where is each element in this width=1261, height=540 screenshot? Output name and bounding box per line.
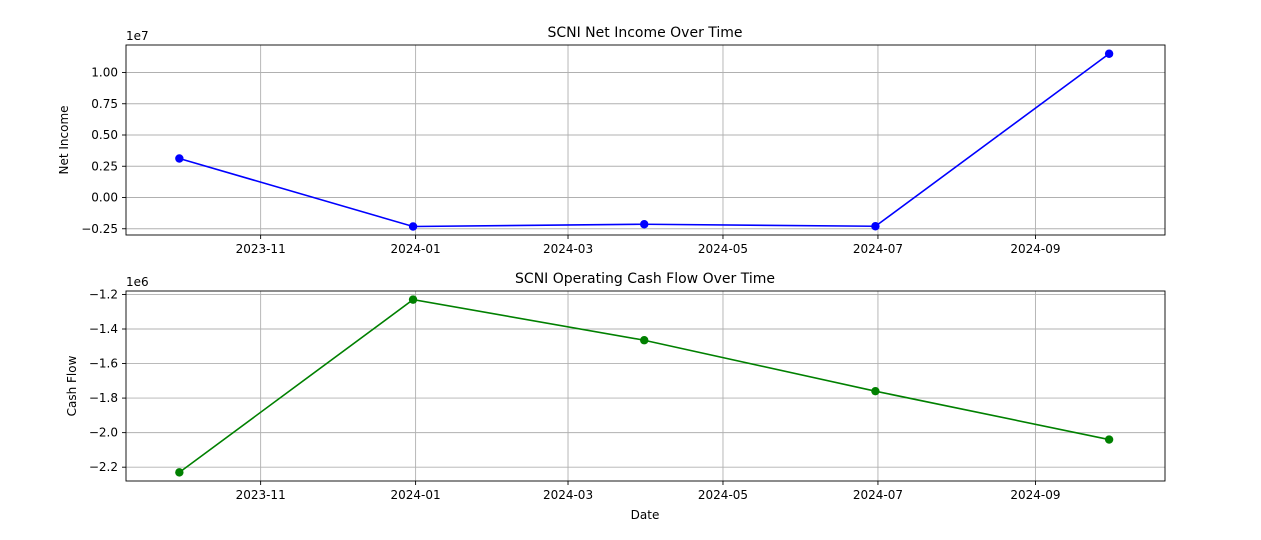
y-tick-label: −2.2 (89, 460, 118, 474)
data-point (871, 222, 880, 231)
x-tick-label: 2024-09 (1010, 488, 1060, 502)
data-points (175, 295, 1114, 477)
data-point (408, 222, 418, 231)
y-tick-label: 1.00 (91, 66, 118, 80)
x-tick-label: 2024-05 (698, 242, 748, 256)
y-tick-label: 0.00 (91, 191, 118, 205)
chart-title: SCNI Operating Cash Flow Over Time (515, 271, 775, 287)
x-tick-label: 2023-11 (236, 242, 286, 256)
x-tick-label: 2024-05 (698, 488, 748, 502)
y-tick-label: −1.8 (89, 391, 118, 405)
x-tick-label: 2024-03 (543, 488, 593, 502)
data-point (871, 386, 880, 396)
y-tick-label: −1.2 (89, 287, 118, 301)
data-point (175, 468, 184, 477)
x-tick-label: 2024-07 (853, 488, 903, 502)
net-income-chart: SCNI Net Income Over Time 1e7 Net Income… (57, 25, 1166, 256)
y-tick-label: 0.50 (91, 128, 118, 142)
grid-lines (126, 291, 1165, 481)
x-tick-label: 2024-01 (391, 242, 441, 256)
grid-lines (126, 45, 1165, 235)
y-tick-label: −0.25 (81, 222, 118, 236)
y-tick-label: 0.75 (91, 97, 118, 111)
y-axis-label: Net Income (57, 105, 71, 174)
y-offset-label: 1e6 (126, 275, 149, 289)
y-tick-label: −1.6 (89, 357, 118, 371)
data-point (175, 154, 184, 163)
x-tick-label: 2024-07 (853, 242, 903, 256)
plot-frame (125, 44, 1166, 236)
data-point (640, 220, 649, 229)
y-ticks: −1.2 −1.4 −1.6 −1.8 −2.0 −2.2 (89, 287, 126, 474)
x-tick-label: 2024-09 (1010, 242, 1060, 256)
operating-cash-flow-chart: SCNI Operating Cash Flow Over Time 1e6 C… (65, 271, 1166, 522)
data-point (1104, 435, 1114, 444)
data-point (1104, 49, 1114, 58)
data-point (640, 336, 649, 345)
x-tick-label: 2024-03 (543, 242, 593, 256)
x-tick-label: 2024-01 (391, 488, 441, 502)
y-offset-label: 1e7 (126, 29, 149, 43)
y-ticks: 1.00 0.75 0.50 0.25 0.00 −0.25 (81, 66, 126, 236)
y-tick-label: −1.4 (89, 322, 118, 336)
x-axis-label: Date (631, 508, 660, 522)
x-tick-label: 2023-11 (236, 488, 286, 502)
data-point (408, 295, 418, 304)
y-axis-label: Cash Flow (65, 355, 79, 416)
x-ticks: 2023-11 2024-01 2024-03 2024-05 2024-07 2024-… (236, 481, 1061, 502)
y-tick-label: −2.0 (89, 426, 118, 440)
y-tick-label: 0.25 (91, 159, 118, 173)
data-points (175, 49, 1114, 231)
x-ticks: 2023-11 2024-01 2024-03 2024-05 2024-07 2024-… (236, 235, 1061, 256)
plot-frame (125, 290, 1166, 482)
chart-title: SCNI Net Income Over Time (547, 25, 742, 41)
